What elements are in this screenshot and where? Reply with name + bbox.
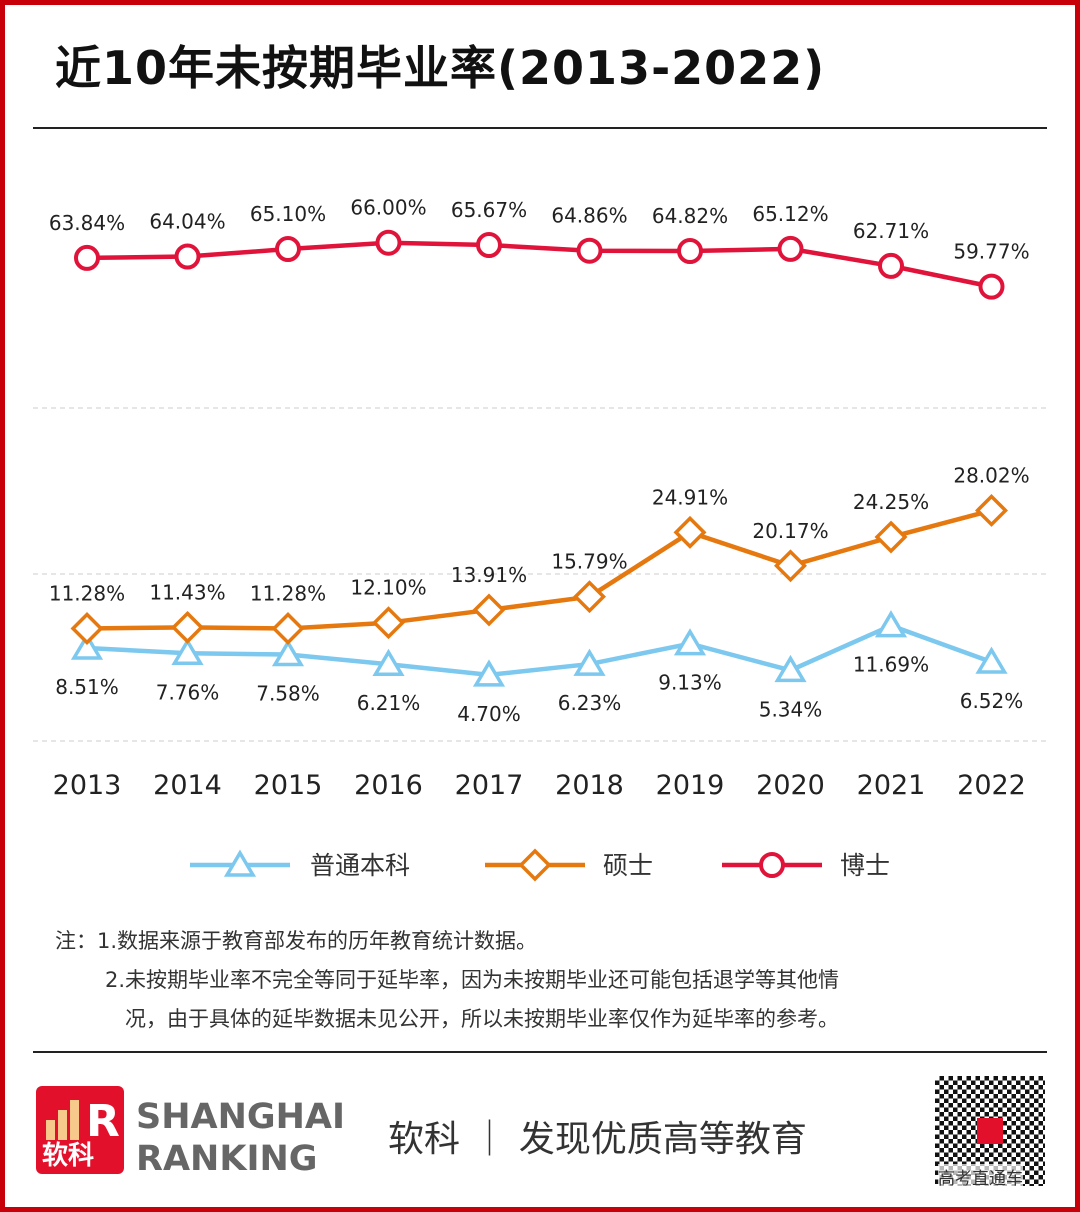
data-point xyxy=(171,637,204,666)
data-label: 12.10% xyxy=(350,576,426,600)
data-label: 63.84% xyxy=(49,211,125,235)
legend-label: 硕士 xyxy=(603,851,653,880)
data-label: 8.51% xyxy=(55,675,119,699)
data-point xyxy=(174,243,201,270)
data-point xyxy=(774,549,807,583)
data-label: 28.02% xyxy=(953,463,1029,487)
data-label: 9.13% xyxy=(658,671,722,695)
x-tick-label: 2017 xyxy=(455,770,524,801)
notes: 注：1.数据来源于教育部发布的历年教育统计数据。 2.未按期毕业率不完全等同于延… xyxy=(55,922,839,1039)
data-point xyxy=(573,580,606,614)
data-label: 20.17% xyxy=(752,519,828,543)
data-point xyxy=(576,237,603,264)
data-point xyxy=(677,238,703,265)
shanghai-ranking-logo: R 软科 xyxy=(36,1086,124,1174)
data-point xyxy=(472,593,506,627)
data-label: 64.86% xyxy=(551,204,627,228)
line-chart: 2013 2014 2015 2016 2017 2018 2019 2020 2021 2022… xyxy=(33,196,1050,882)
x-tick-label: 2019 xyxy=(656,770,725,801)
legend-marker-diamond xyxy=(518,848,552,882)
legend-label: 博士 xyxy=(840,851,890,880)
data-point xyxy=(171,610,204,644)
data-label: 59.77% xyxy=(953,240,1029,264)
data-label: 13.91% xyxy=(451,563,527,587)
brand-name: SHANGHAI RANKING xyxy=(136,1097,346,1179)
data-label: 6.21% xyxy=(357,691,421,715)
data-point xyxy=(70,632,104,660)
legend-label: 普通本科 xyxy=(310,851,410,880)
data-label: 64.82% xyxy=(652,204,728,228)
x-tick-label: 2016 xyxy=(354,770,423,801)
data-label: 65.10% xyxy=(250,202,326,226)
data-point xyxy=(74,244,100,271)
data-point xyxy=(673,628,707,656)
x-tick-label: 2015 xyxy=(254,770,323,801)
x-tick-label: 2020 xyxy=(756,770,825,801)
data-point xyxy=(874,610,908,638)
data-label: 11.28% xyxy=(250,581,326,605)
data-point xyxy=(271,639,305,667)
data-label: 64.04% xyxy=(149,210,225,234)
data-label: 65.12% xyxy=(752,202,828,226)
data-label: 11.43% xyxy=(149,580,225,604)
data-point xyxy=(476,232,502,259)
data-point xyxy=(975,493,1008,527)
series-line-2 xyxy=(86,240,992,289)
data-point xyxy=(878,252,904,279)
x-tick-label: 2021 xyxy=(857,770,926,801)
data-point xyxy=(372,648,405,676)
data-point xyxy=(375,229,402,256)
data-label: 24.25% xyxy=(853,490,929,514)
note-1: 注：1.数据来源于教育部发布的历年教育统计数据。 xyxy=(55,929,538,953)
series-line-1 xyxy=(86,508,993,631)
data-label: 5.34% xyxy=(759,697,823,721)
series-line-0 xyxy=(86,623,993,678)
title-divider xyxy=(33,127,1047,129)
data-point xyxy=(975,646,1008,674)
data-point xyxy=(271,612,305,645)
data-point xyxy=(472,659,506,687)
footer-divider xyxy=(33,1051,1047,1053)
data-point xyxy=(372,606,405,640)
data-label: 11.69% xyxy=(853,653,929,677)
data-label: 62.71% xyxy=(853,219,929,243)
data-label: 4.70% xyxy=(457,702,521,726)
data-label: 7.76% xyxy=(156,680,220,704)
data-point xyxy=(70,612,104,645)
data-label: 66.00% xyxy=(350,196,426,220)
data-point xyxy=(573,648,606,676)
data-label: 11.28% xyxy=(49,581,125,605)
slogan: 软科 ｜ 发现优质高等教育 xyxy=(388,1119,807,1160)
legend-marker-triangle xyxy=(223,849,257,877)
data-point xyxy=(874,520,908,554)
x-tick-label: 2018 xyxy=(555,770,624,801)
data-label: 7.58% xyxy=(256,682,320,706)
data-point xyxy=(978,273,1005,300)
data-label: 15.79% xyxy=(551,550,627,574)
data-label: 24.91% xyxy=(652,485,728,509)
x-tick-label: 2014 xyxy=(153,770,222,801)
data-point xyxy=(673,515,707,549)
x-tick-label: 2022 xyxy=(957,770,1026,801)
data-label: 6.52% xyxy=(960,689,1024,713)
data-label: 65.67% xyxy=(451,198,527,222)
note-2-cont: 况，由于具体的延毕数据未见公开，所以未按期毕业率仅作为延毕率的参考。 xyxy=(125,1007,839,1031)
note-2: 2.未按期毕业率不完全等同于延毕率，因为未按期毕业还可能包括退学等其他情 xyxy=(105,968,840,992)
data-label: 6.23% xyxy=(558,691,622,715)
qr-caption: 高考直通车 xyxy=(938,1164,1023,1189)
data-point xyxy=(275,236,301,263)
data-point xyxy=(774,654,807,683)
page-title: 近10年未按期毕业率(2013-2022) xyxy=(55,41,826,95)
x-tick-label: 2013 xyxy=(53,770,122,801)
data-point xyxy=(777,235,804,262)
legend-marker-circle xyxy=(759,852,785,878)
